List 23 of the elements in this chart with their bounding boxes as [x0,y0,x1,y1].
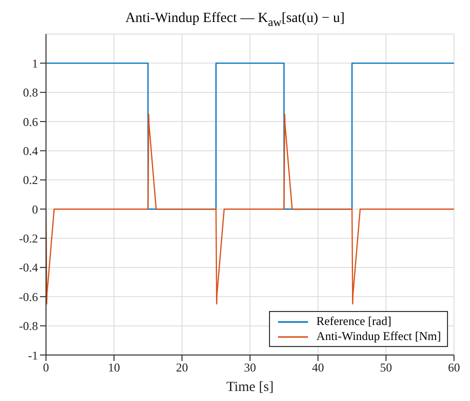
y-tick-label: 0.6 [23,114,38,129]
x-axis-title: Time [s] [226,380,274,395]
x-tick-label: 0 [43,360,49,375]
y-tick-label: -1 [28,348,38,362]
x-tick-label: 10 [108,360,120,375]
x-tick-label: 60 [448,360,460,375]
y-tick-label: -0.4 [19,260,38,275]
line-series [46,114,454,305]
x-tick-label: 50 [380,360,392,375]
y-tick-label: 0.8 [23,86,38,100]
chart-title: Anti-Windup Effect — K$_{aw}$[sat(u) − u] [124,10,346,30]
y-tick-label: 0.4 [23,144,38,158]
y-tick-label: -0.8 [19,319,38,334]
legend-label: Reference [rad] [316,314,392,329]
y-tick-label: -0.6 [19,290,38,304]
legend-label: Anti-Windup Effect [Nm] [316,329,441,344]
x-tick-label: 20 [176,360,188,375]
y-tick-label: 0 [32,202,38,216]
x-tick-label: 30 [244,360,256,375]
y-tick-label: -0.2 [19,232,38,246]
y-tick-label: 0.2 [23,173,38,188]
y-tick-label: 1 [32,56,38,70]
x-tick-label: 40 [312,360,324,375]
